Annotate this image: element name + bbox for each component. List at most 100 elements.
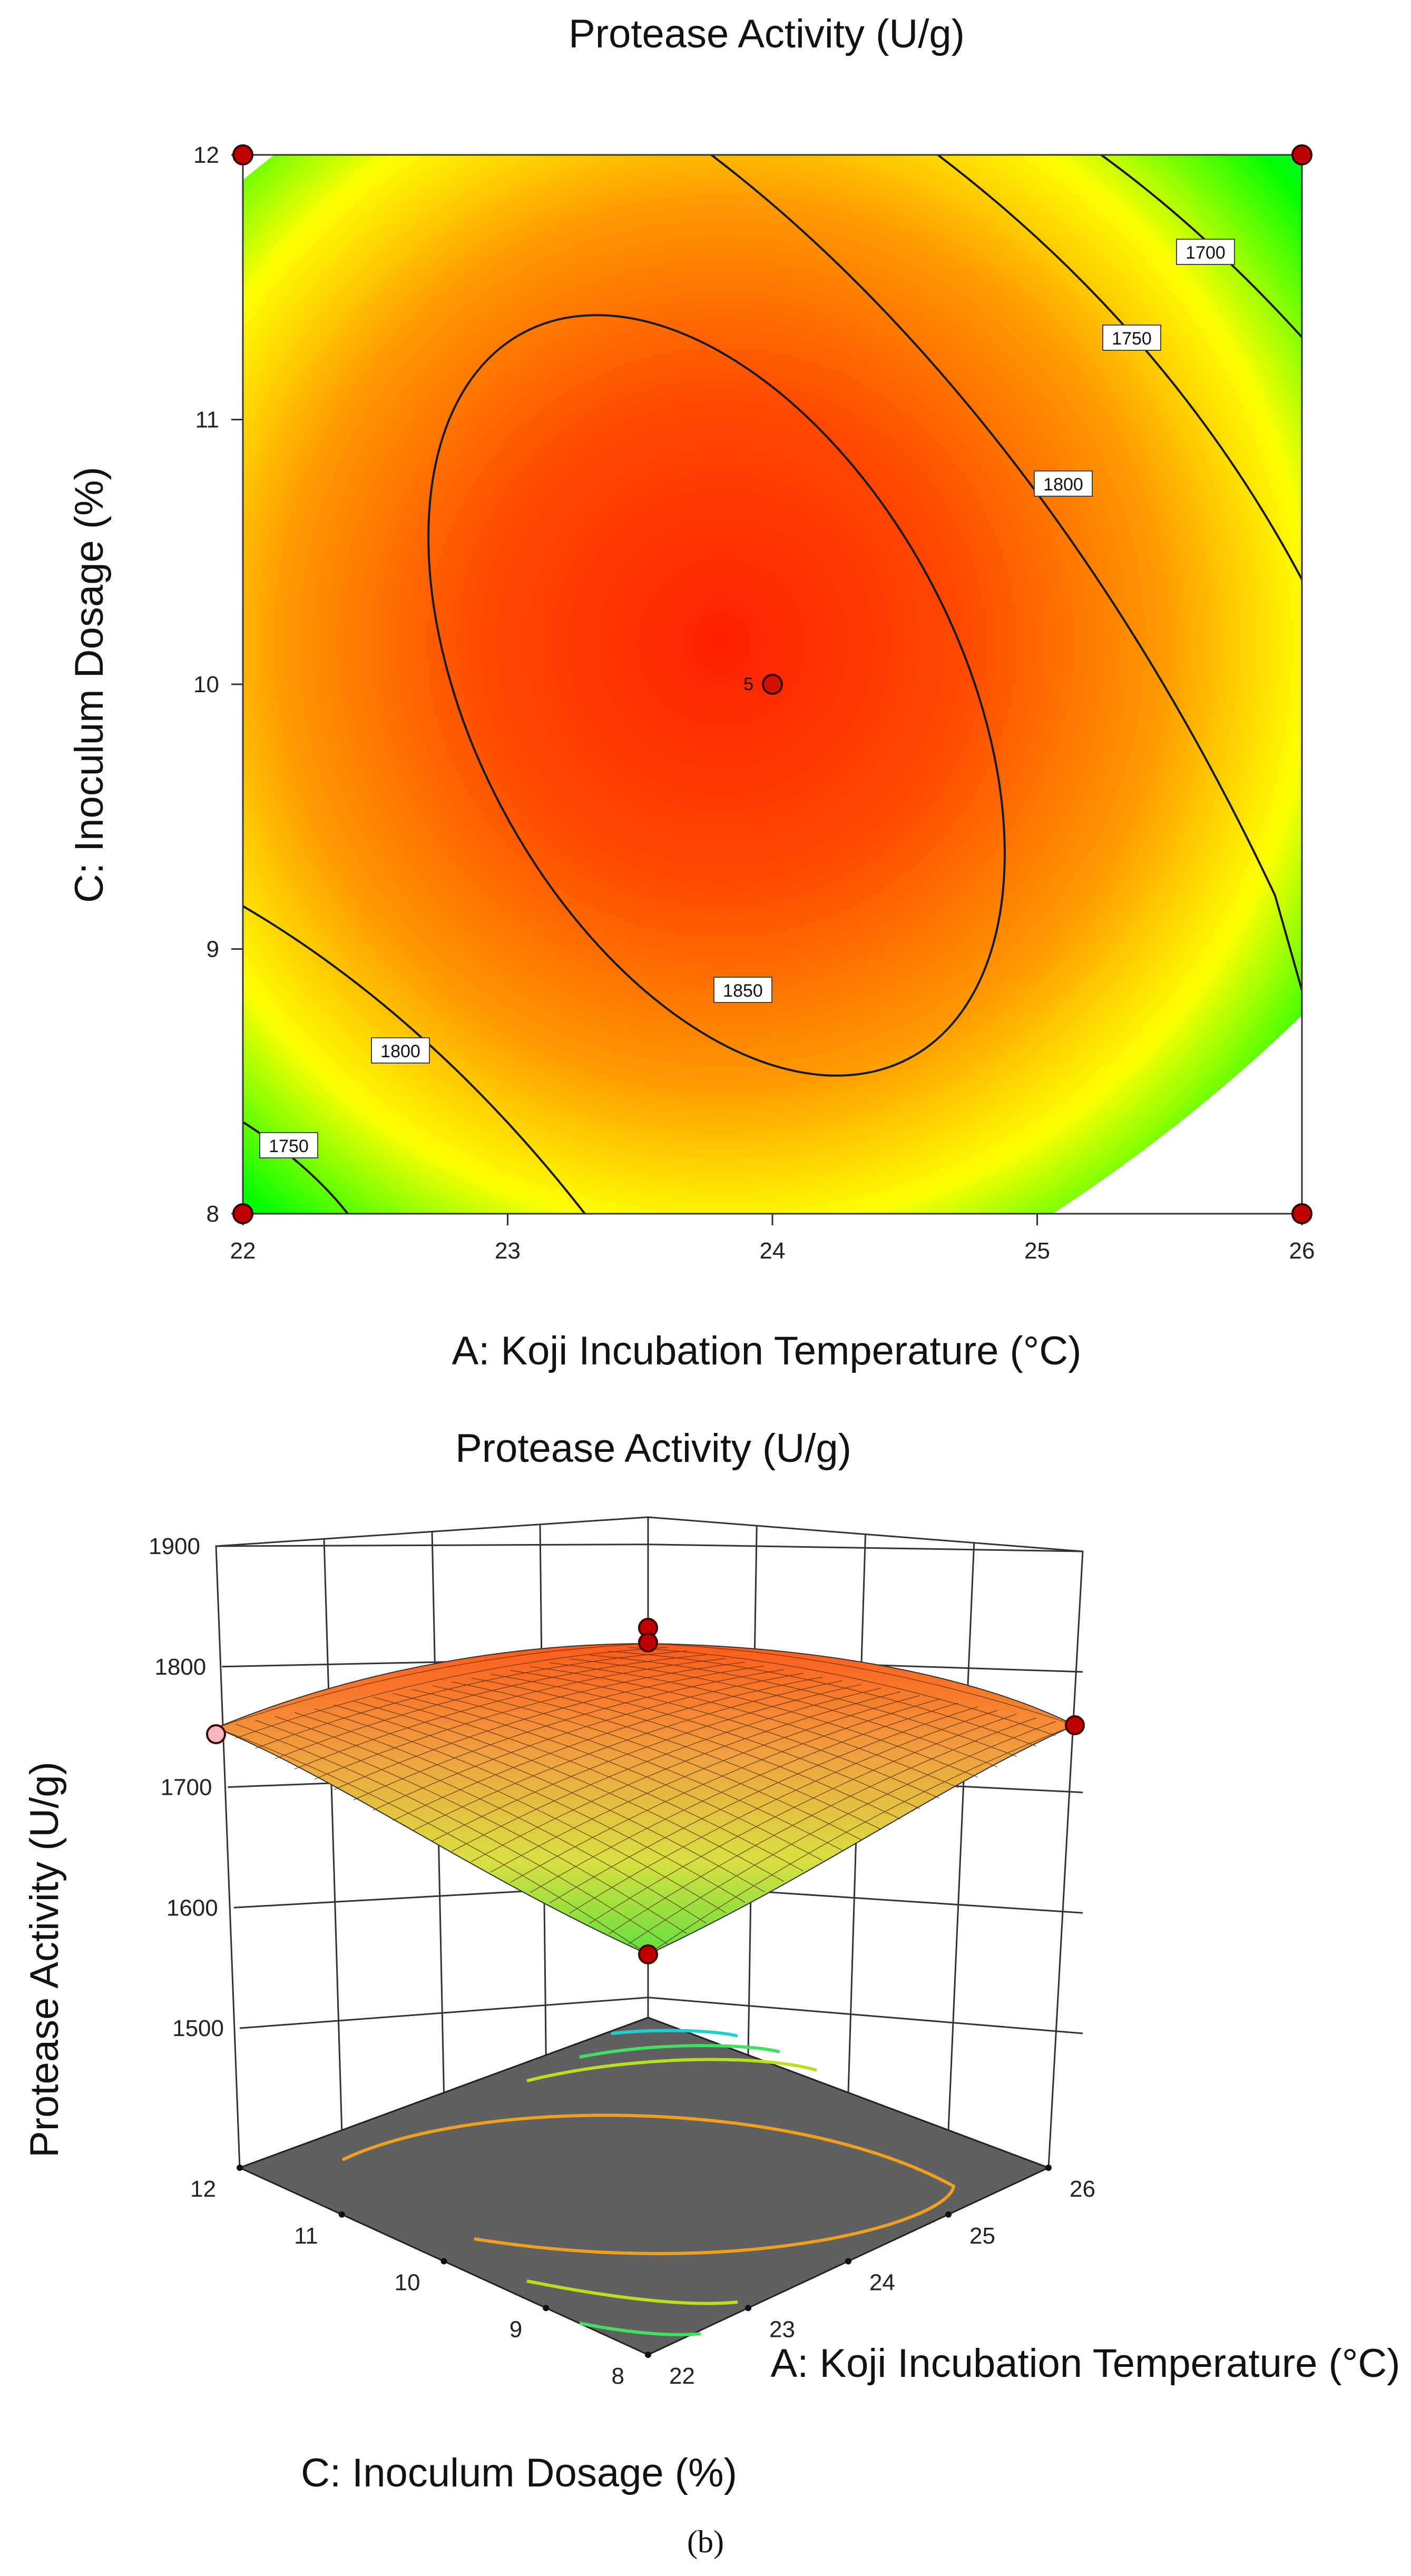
design-point (1291, 1203, 1312, 1224)
figure-caption: (b) (687, 2524, 724, 2559)
surface-z-tick-label: 1800 (154, 1654, 206, 1680)
contour-label-1750-lower: 1750 (269, 1136, 309, 1156)
response-surface (214, 1643, 1076, 1955)
surface-mesh-line (393, 1676, 823, 1821)
contour-line-1800-upper (710, 155, 1302, 991)
contour-label-1800-upper: 1800 (1043, 475, 1083, 495)
surface-x-tick (1045, 2165, 1052, 2171)
surface-mesh-line (569, 1658, 997, 1767)
surface-mesh-line (294, 1712, 726, 1913)
surface-mesh-line (334, 1665, 765, 1790)
surface-mesh-line (294, 1658, 726, 1769)
surface-mesh-line (255, 1650, 687, 1749)
surface-x-tick (845, 2258, 851, 2265)
surface-mesh-line (569, 1710, 997, 1914)
surface-mesh-line (589, 1714, 1017, 1924)
surface-z-label: Protease Activity (U/g) (22, 1762, 67, 2158)
surface-x-tick-label: 23 (769, 2316, 795, 2342)
design-point (232, 1203, 253, 1224)
floor-contour-1750-upper (579, 2044, 780, 2059)
wall-gridline (947, 1542, 975, 2130)
surface-mesh-line (314, 1661, 746, 1780)
surface-mesh-line (373, 1697, 804, 1872)
surface-x-label: A: Koji Incubation Temperature (°C) (771, 2341, 1400, 2386)
surface-design-point (206, 1724, 226, 1744)
surface-mesh-line (510, 1670, 939, 1799)
surface-mesh-line (648, 1725, 1075, 1955)
contour-labels: 1850 1800 1750 1800 1750 1700 (259, 239, 1235, 1158)
contour-y-label: C: Inoculum Dosage (%) (67, 467, 112, 903)
floor-contour-1800-upper (526, 2058, 817, 2082)
design-point (762, 674, 783, 695)
floor-contours (341, 2029, 956, 2336)
contour-y-tick-label: 12 (193, 142, 219, 168)
design-point (232, 144, 253, 165)
contour-line-1850 (427, 314, 1006, 1077)
surface-y-tick (645, 2352, 651, 2358)
surface-mesh-line (530, 1703, 959, 1893)
surface-y-label: C: Inoculum Dosage (%) (301, 2451, 737, 2495)
surface-mesh-line (491, 1674, 920, 1809)
surface-design-points (206, 1618, 1085, 1964)
surface-mesh-line (353, 1669, 784, 1801)
surface-x-tick-label: 26 (1070, 2176, 1095, 2202)
surface-y-tick-label: 10 (395, 2270, 420, 2296)
surface-mesh-line (452, 1682, 881, 1830)
surface-x-tick-label: 24 (869, 2270, 895, 2296)
surface-mesh-line (609, 1717, 1036, 1934)
surface-mesh-line (236, 1647, 668, 1739)
surface-mesh-line (255, 1719, 688, 1934)
contour-x-tick-label: 25 (1024, 1238, 1050, 1264)
surface-mesh-line (648, 1643, 1075, 1726)
surface-mesh-line (314, 1708, 746, 1903)
surface-y-tick (440, 2258, 447, 2265)
floor-contour-1800-lower (526, 2279, 738, 2305)
surface-design-point (638, 1633, 658, 1653)
surface-y-tick-label: 11 (294, 2223, 318, 2249)
surface-y-tick-label: 12 (190, 2176, 216, 2202)
contour-y-tick-label: 9 (207, 937, 219, 962)
surface-mesh-line (215, 1727, 649, 1955)
surface-x-tick-label: 25 (969, 2223, 995, 2249)
surface-y-tick (338, 2211, 345, 2218)
surface-design-point (638, 1944, 658, 1964)
surface-mesh-line (432, 1684, 862, 1842)
surface-y-tick (543, 2305, 550, 2312)
wall-gridline (323, 1539, 343, 2130)
contour-label-1750-upper: 1750 (1112, 329, 1152, 349)
surface-axes: 1500 1600 1700 1800 1900 22 23 24 25 26 8 9 10 11 12 (149, 1533, 1095, 2389)
contour-x-tick-label: 26 (1289, 1238, 1315, 1264)
contour-label-1800-lower: 1800 (380, 1041, 420, 1061)
contour-plot-area: 1850 1800 1750 1800 1750 1700 (243, 155, 1302, 1214)
surface-mesh-line (393, 1693, 823, 1861)
surface-x-tick (945, 2211, 952, 2218)
surface-y-tick-label: 8 (612, 2363, 624, 2389)
surface-y-tick (237, 2165, 243, 2171)
contour-axes: 22 23 24 25 26 8 9 10 11 12 (193, 142, 1315, 1264)
heatmap-fill (243, 155, 1302, 1214)
contour-y-tick-label: 8 (207, 1201, 219, 1227)
surface-mesh-line (589, 1655, 1017, 1757)
surface-mesh-line (471, 1691, 900, 1862)
contour-x-tick-label: 22 (230, 1238, 256, 1264)
surface-z-tick-label: 1600 (166, 1895, 218, 1921)
design-point (1291, 144, 1312, 165)
surface-mesh-line (275, 1654, 707, 1759)
floor-contour-1700 (611, 2029, 738, 2038)
surface-z-tick-label: 1700 (161, 1775, 212, 1801)
surface-mesh-line (550, 1706, 978, 1903)
surface-mesh-line (530, 1666, 959, 1788)
surface-mesh-line (353, 1700, 785, 1882)
contour-x-tick-label: 24 (760, 1238, 786, 1264)
surface-mesh-line (491, 1695, 920, 1873)
contour-y-tick-label: 10 (193, 672, 219, 697)
center-point-label: 5 (743, 674, 753, 694)
surface-x-tick-label: 22 (669, 2363, 695, 2389)
surface-mesh-line (334, 1704, 765, 1892)
surface-y-tick-label: 9 (509, 2316, 522, 2342)
surface-mesh-line (451, 1687, 881, 1852)
surface-mesh-line (628, 1647, 1056, 1736)
surface-mesh-line (215, 1643, 649, 1728)
surface-mesh-line (628, 1721, 1056, 1945)
